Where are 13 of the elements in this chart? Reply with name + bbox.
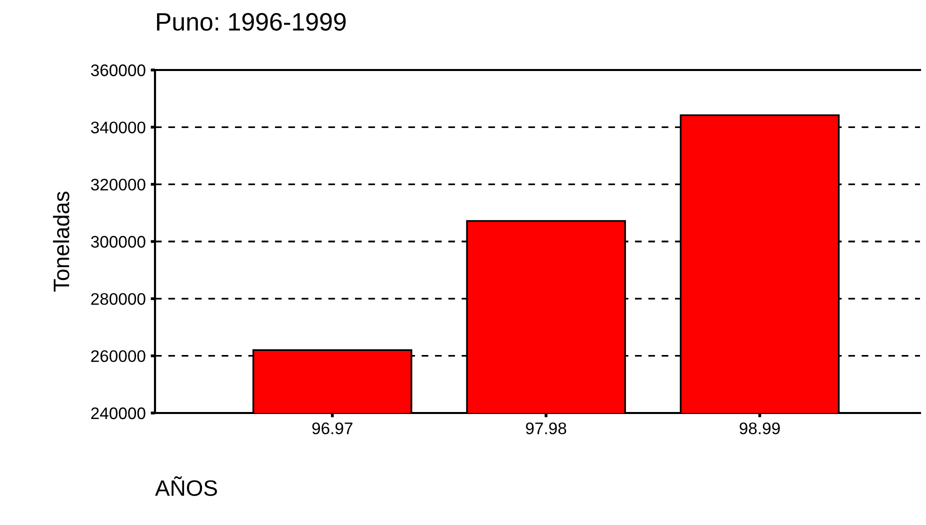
y-tick-label: 300000 (91, 236, 146, 248)
x-tick-label: 98.99 (740, 422, 780, 434)
chart-title: Puno: 1996-1999 (157, 13, 346, 31)
x-tick-label: 97.98 (526, 422, 566, 434)
y-tick-label: 240000 (91, 407, 146, 420)
x-axis-title: AÑOS (155, 476, 217, 496)
y-tick-label: 320000 (91, 178, 146, 191)
y-tick-label: 260000 (91, 350, 146, 362)
x-tick-label: 96.97 (312, 422, 352, 434)
y-tick-label: 360000 (91, 64, 146, 76)
y-tick-label: 340000 (91, 122, 146, 134)
y-tick-label: 280000 (91, 293, 146, 305)
y-axis-title: Toneladas (52, 192, 70, 292)
